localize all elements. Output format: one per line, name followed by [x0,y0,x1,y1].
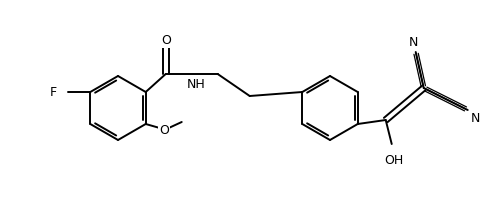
Text: N: N [471,112,481,125]
Text: O: O [159,123,169,136]
Text: OH: OH [384,154,403,167]
Text: F: F [50,85,57,98]
Text: NH: NH [186,77,205,91]
Text: N: N [409,35,418,49]
Text: O: O [161,34,171,46]
